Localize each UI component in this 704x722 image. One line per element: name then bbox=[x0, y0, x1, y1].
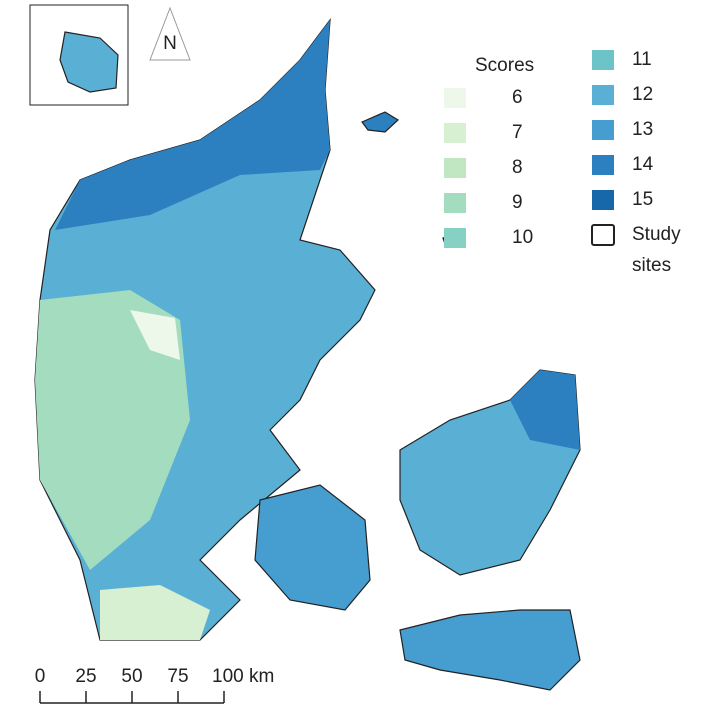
scale-label: 100 km bbox=[212, 666, 274, 687]
legend-swatch bbox=[444, 88, 466, 108]
legend-label: 6 bbox=[512, 87, 523, 108]
legend-label: 11 bbox=[632, 49, 652, 70]
islet bbox=[361, 111, 399, 133]
legend-swatch bbox=[444, 228, 466, 248]
legend-swatch bbox=[591, 224, 615, 246]
funen bbox=[254, 484, 371, 611]
north-label: N bbox=[163, 33, 177, 54]
jutland-north bbox=[55, 20, 330, 230]
scale-bar: 0 25 50 75 100 km bbox=[35, 666, 274, 704]
jutland-west bbox=[35, 290, 190, 570]
legend-label: sites bbox=[632, 255, 671, 276]
legend-label: 12 bbox=[632, 84, 653, 105]
legend-label: 9 bbox=[512, 192, 523, 213]
legend-label: 13 bbox=[632, 119, 653, 140]
legend-swatch bbox=[592, 155, 614, 175]
legend-label: 15 bbox=[632, 189, 653, 210]
lolland bbox=[399, 609, 581, 691]
jutland-south bbox=[100, 585, 210, 640]
scale-label: 25 bbox=[75, 666, 96, 687]
legend-swatch bbox=[444, 193, 466, 213]
legend-swatch bbox=[592, 190, 614, 210]
legend-swatch bbox=[592, 120, 614, 140]
scale-label: 50 bbox=[121, 666, 142, 687]
legend-title: Scores bbox=[475, 55, 534, 76]
scale-label: 0 bbox=[35, 666, 46, 687]
jutland-center bbox=[130, 310, 180, 360]
legend: 6 7 8 9 10 11 12 13 14 15 Study sites bbox=[444, 49, 681, 276]
legend-label: 14 bbox=[632, 154, 654, 175]
scale-label: 75 bbox=[167, 666, 188, 687]
legend-swatch bbox=[444, 123, 466, 143]
legend-label: 7 bbox=[512, 122, 523, 143]
legend-label: 10 bbox=[512, 227, 533, 248]
legend-label: Study bbox=[632, 224, 681, 245]
legend-label: 8 bbox=[512, 157, 523, 178]
north-arrow bbox=[149, 6, 191, 61]
legend-swatch bbox=[592, 85, 614, 105]
zealand-north bbox=[510, 370, 580, 450]
legend-swatch bbox=[444, 158, 466, 178]
bornholm bbox=[59, 31, 119, 93]
legend-swatch bbox=[592, 50, 614, 70]
